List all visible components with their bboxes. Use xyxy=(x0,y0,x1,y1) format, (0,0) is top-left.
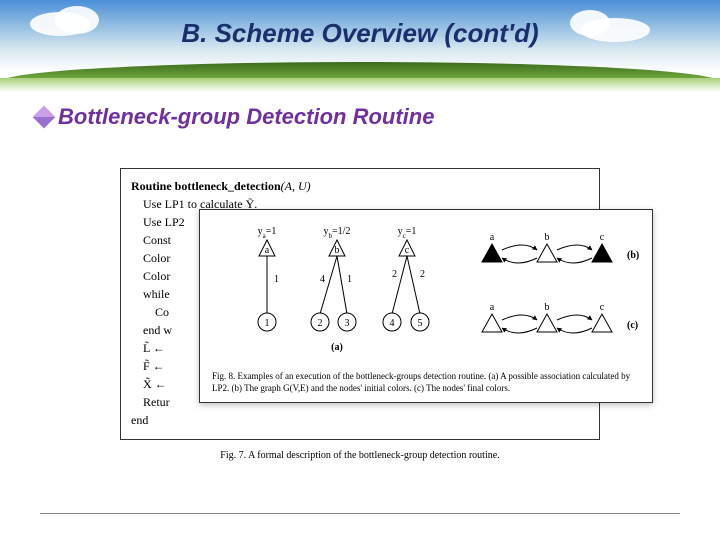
svg-text:4: 4 xyxy=(320,274,325,285)
routine-line: end xyxy=(131,411,589,429)
slide-title: B. Scheme Overview (cont'd) xyxy=(0,18,720,49)
svg-text:1: 1 xyxy=(274,274,279,285)
svg-text:2: 2 xyxy=(392,269,397,280)
svg-text:c: c xyxy=(600,232,605,243)
fig8-caption: Fig. 8. Examples of an execution of the … xyxy=(212,370,640,394)
routine-args: (A, U) xyxy=(281,179,311,193)
svg-text:1: 1 xyxy=(347,274,352,285)
figure-area: Routine bottleneck_detection(A, U) Use L… xyxy=(120,168,600,461)
svg-text:yc=1: yc=1 xyxy=(398,226,417,240)
svg-text:ya=1: ya=1 xyxy=(258,226,277,240)
svg-text:1: 1 xyxy=(265,318,270,329)
footer-divider xyxy=(40,513,680,514)
header-grass-fade xyxy=(0,78,720,92)
routine-header: Routine bottleneck_detection xyxy=(131,179,281,193)
subtitle-text: Bottleneck-group Detection Routine xyxy=(58,104,434,130)
svg-text:a: a xyxy=(490,232,495,243)
svg-text:a: a xyxy=(265,245,270,256)
svg-text:b: b xyxy=(545,302,550,313)
svg-text:a: a xyxy=(490,302,495,313)
svg-text:c: c xyxy=(405,245,410,256)
svg-text:(c): (c) xyxy=(627,320,638,331)
svg-text:4: 4 xyxy=(390,318,395,329)
svg-text:3: 3 xyxy=(345,318,350,329)
slide-subtitle: Bottleneck-group Detection Routine xyxy=(36,104,434,130)
svg-text:(b): (b) xyxy=(627,250,639,261)
routine-box: Routine bottleneck_detection(A, U) Use L… xyxy=(120,168,600,440)
svg-text:b: b xyxy=(335,245,340,256)
svg-text:(a): (a) xyxy=(331,342,343,353)
fig8-svg: ya=1 yb=1/2 yc=1 a b c xyxy=(212,222,642,362)
fig8-overlay: ya=1 yb=1/2 yc=1 a b c xyxy=(199,209,653,403)
diamond-bullet-icon xyxy=(33,106,56,129)
svg-text:b: b xyxy=(545,232,550,243)
svg-text:yb=1/2: yb=1/2 xyxy=(324,226,351,240)
svg-text:c: c xyxy=(600,302,605,313)
fig7-caption: Fig. 7. A formal description of the bott… xyxy=(120,450,600,461)
svg-text:2: 2 xyxy=(318,318,323,329)
svg-text:2: 2 xyxy=(420,269,425,280)
svg-text:5: 5 xyxy=(418,318,423,329)
